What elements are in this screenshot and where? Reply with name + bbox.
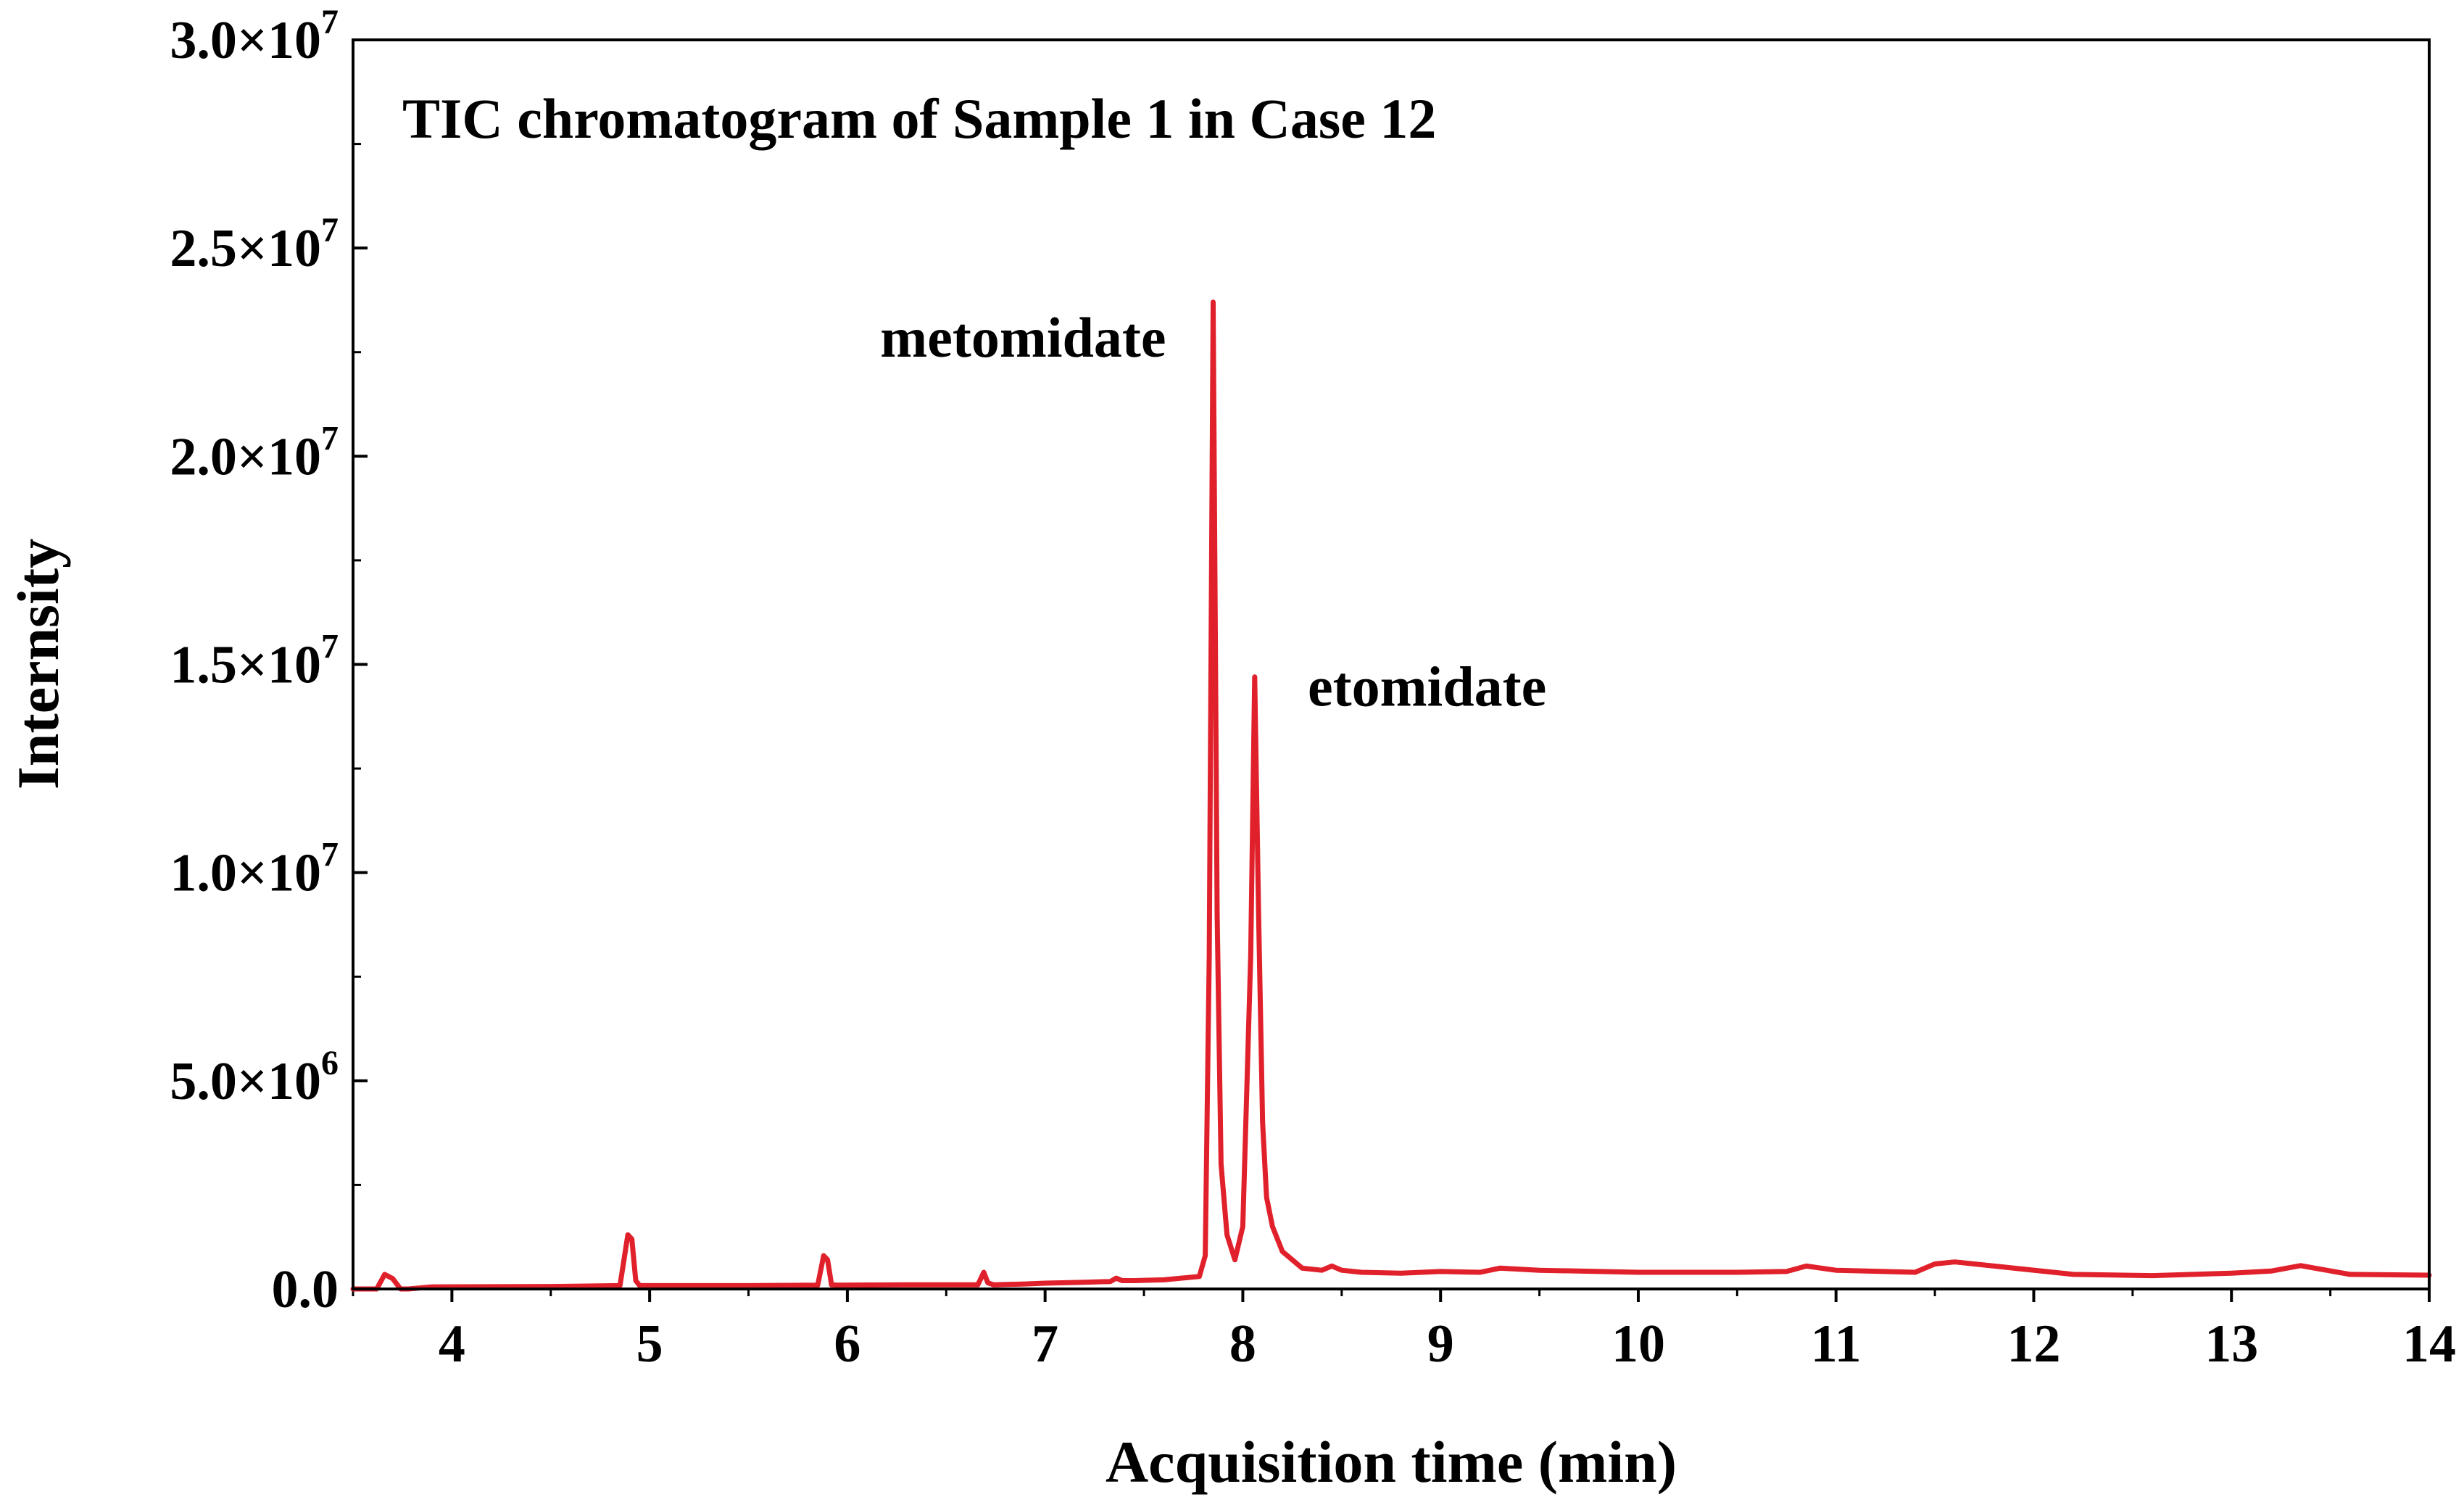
x-tick-label: 12 [2007, 1314, 2060, 1374]
x-tick-label: 5 [636, 1314, 663, 1374]
peak-label: metomidate [880, 306, 1166, 369]
y-axis-title: Internsity [5, 539, 71, 789]
x-tick-label: 9 [1427, 1314, 1454, 1374]
x-tick-label: 7 [1032, 1314, 1058, 1374]
peak-annotations: metomidate etomidate [880, 306, 1546, 718]
y-tick-labels: 0.0 5.0×106 1.0×107 1.5×107 2.0×107 2.5×107 3.… [170, 3, 339, 1319]
y-tick-label: 3.0×107 [170, 3, 339, 70]
plot-frame [352, 38, 2431, 1290]
x-tick-label: 10 [1611, 1314, 1665, 1374]
y-tick-label: 0.0 [272, 1260, 339, 1319]
x-axis-title: Acquisition time (min) [1106, 1429, 1677, 1495]
y-tick-label: 2.5×107 [170, 211, 339, 278]
peak-label: etomidate [1308, 655, 1546, 718]
x-tick-label: 14 [2402, 1314, 2456, 1374]
y-tick-label: 2.0×107 [170, 419, 339, 486]
x-tick-label: 4 [439, 1314, 465, 1374]
x-tick-label: 13 [2204, 1314, 2258, 1374]
y-tick-label: 5.0×106 [170, 1044, 339, 1111]
y-tick-label: 1.5×107 [170, 628, 339, 695]
x-tick-labels: 4 5 6 7 8 9 10 11 12 13 14 [439, 1314, 2456, 1374]
series-line-tic [350, 299, 2432, 1292]
x-tick-label: 8 [1229, 1314, 1256, 1374]
y-tick-label: 1.0×107 [170, 836, 339, 903]
x-tick-label: 11 [1811, 1314, 1862, 1374]
x-tick-label: 6 [834, 1314, 860, 1374]
chart-title: TIC chromatogram of Sample 1 in Case 12 [402, 87, 1436, 150]
